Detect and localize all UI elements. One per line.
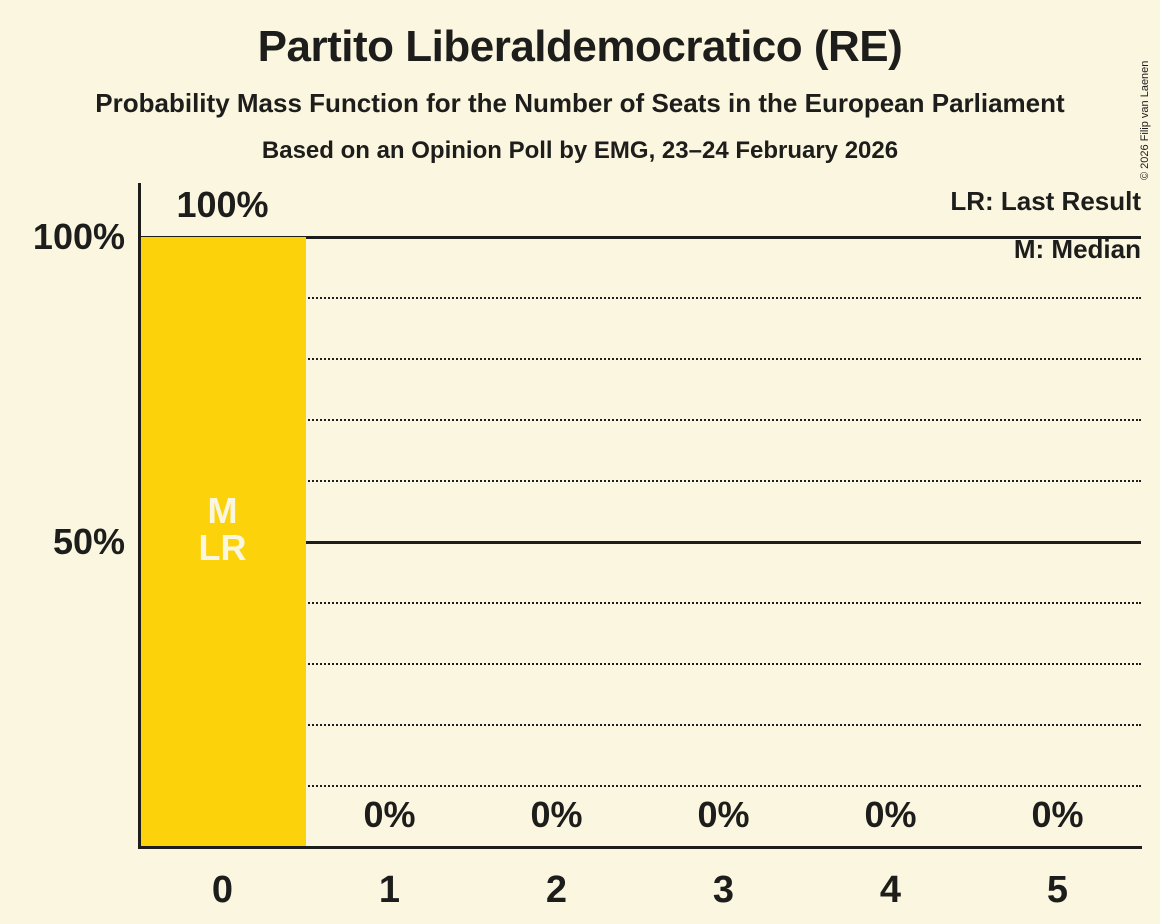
- bar-value-label-5: 0%: [1031, 794, 1084, 835]
- y-axis-label-100: 100%: [32, 216, 125, 257]
- copyright-notice: © 2026 Filip van Laenen: [1139, 60, 1151, 180]
- bar-value-label-1: 0%: [363, 794, 416, 835]
- x-axis-label-3: 3: [712, 869, 735, 911]
- legend-last-result: LR: Last Result: [950, 186, 1141, 216]
- legend-median: M: Median: [1013, 234, 1141, 264]
- gridline-solid-100: [141, 235, 1141, 239]
- bar-value-label-3: 0%: [697, 794, 750, 835]
- gridline-dotted-20: [141, 724, 1141, 726]
- x-axis-label-2: 2: [545, 869, 568, 911]
- y-axis-label-50: 50%: [52, 521, 125, 562]
- gridline-dotted-80: [141, 358, 1141, 360]
- gridline-dotted-30: [141, 663, 1141, 665]
- gridline-dotted-90: [141, 297, 1141, 299]
- bar-seat-0: [141, 237, 306, 847]
- gridline-dotted-40: [141, 602, 1141, 604]
- x-axis-label-1: 1: [378, 869, 401, 911]
- chart-subtitle: Probability Mass Function for the Number…: [95, 88, 1065, 118]
- chart-title: Partito Liberaldemocratico (RE): [257, 22, 903, 71]
- gridline-dotted-10: [141, 785, 1141, 787]
- bar-value-label-0: 100%: [176, 184, 269, 225]
- bar-annotation-m-lr: M LR: [198, 490, 247, 568]
- y-axis-line: [138, 183, 141, 849]
- x-axis-line: [138, 846, 1142, 849]
- x-axis-label-4: 4: [879, 869, 902, 911]
- bar-value-label-4: 0%: [864, 794, 917, 835]
- bar-value-label-2: 0%: [530, 794, 583, 835]
- x-axis-label-5: 5: [1046, 869, 1069, 911]
- chart-poll-info: Based on an Opinion Poll by EMG, 23–24 F…: [261, 137, 899, 164]
- gridline-solid-50: [141, 540, 1141, 544]
- gridline-dotted-60: [141, 480, 1141, 482]
- x-axis-label-0: 0: [211, 869, 234, 911]
- gridline-dotted-70: [141, 419, 1141, 421]
